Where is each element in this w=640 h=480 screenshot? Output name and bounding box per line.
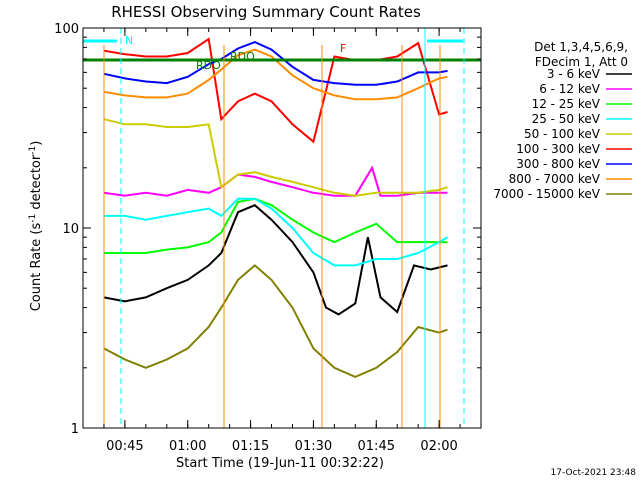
- annotation-label: RDO: [230, 50, 255, 63]
- chart-title: RHESSI Observing Summary Count Rates: [111, 3, 421, 21]
- x-tick-label: 01:00: [169, 439, 206, 454]
- x-axis-label: Start Time (19-Jun-11 00:32:22): [176, 456, 384, 471]
- legend-header: Det 1,3,4,5,6,9,: [534, 40, 628, 54]
- series-line-6: [103, 37, 448, 144]
- legend-label: 100 - 300 keV: [516, 142, 600, 156]
- series-line-2: [103, 165, 448, 197]
- legend-label: 50 - 100 keV: [524, 127, 601, 141]
- x-tick-label: 01:30: [295, 439, 332, 454]
- overlay-lines: N RDO RDO F: [83, 28, 481, 428]
- y-tick-labels: 1 10 100: [54, 22, 481, 437]
- series-line-8: [103, 48, 448, 101]
- x-tick-label: 01:15: [232, 439, 269, 454]
- y-axis-label: Count Rate (s-1 detector-1): [28, 141, 44, 312]
- legend-header: FDecim 1, Att 0: [535, 55, 628, 69]
- series-line-1: [103, 204, 448, 316]
- legend-label: 800 - 7000 keV: [509, 172, 601, 186]
- legend-label: 6 - 12 keV: [539, 82, 601, 96]
- y-tick-label: 1: [71, 422, 79, 437]
- legend-label: 12 - 25 keV: [532, 97, 601, 111]
- series-line-9: [103, 264, 448, 378]
- series-line-7: [103, 41, 448, 86]
- y-tick-label: 10: [62, 222, 79, 237]
- series-line-4: [103, 197, 449, 267]
- annotation-label: N: [125, 34, 133, 47]
- series-line-5: [103, 118, 448, 197]
- annotation-label: F: [340, 42, 346, 55]
- legend-label: 3 - 6 keV: [547, 67, 601, 81]
- series-line-3: [103, 197, 448, 254]
- x-tick-label: 02:00: [420, 439, 457, 454]
- legend-label: 7000 - 15000 keV: [493, 187, 600, 201]
- footer-timestamp: 17-Oct-2021 23:48: [551, 468, 637, 478]
- y-tick-label: 100: [54, 22, 79, 37]
- legend-label: 300 - 800 keV: [516, 157, 600, 171]
- legend: Det 1,3,4,5,6,9,FDecim 1, Att 03 - 6 keV…: [493, 40, 632, 201]
- plot-frame: [82, 27, 482, 429]
- x-tick-labels: 00:45 01:00 01:15 01:30 01:45 02:00: [82, 28, 482, 454]
- plot-marks: [103, 37, 449, 378]
- x-tick-label: 00:45: [106, 439, 143, 454]
- annotation-label: RDO: [196, 59, 221, 72]
- legend-label: 25 - 50 keV: [532, 112, 601, 126]
- x-tick-label: 01:45: [358, 439, 395, 454]
